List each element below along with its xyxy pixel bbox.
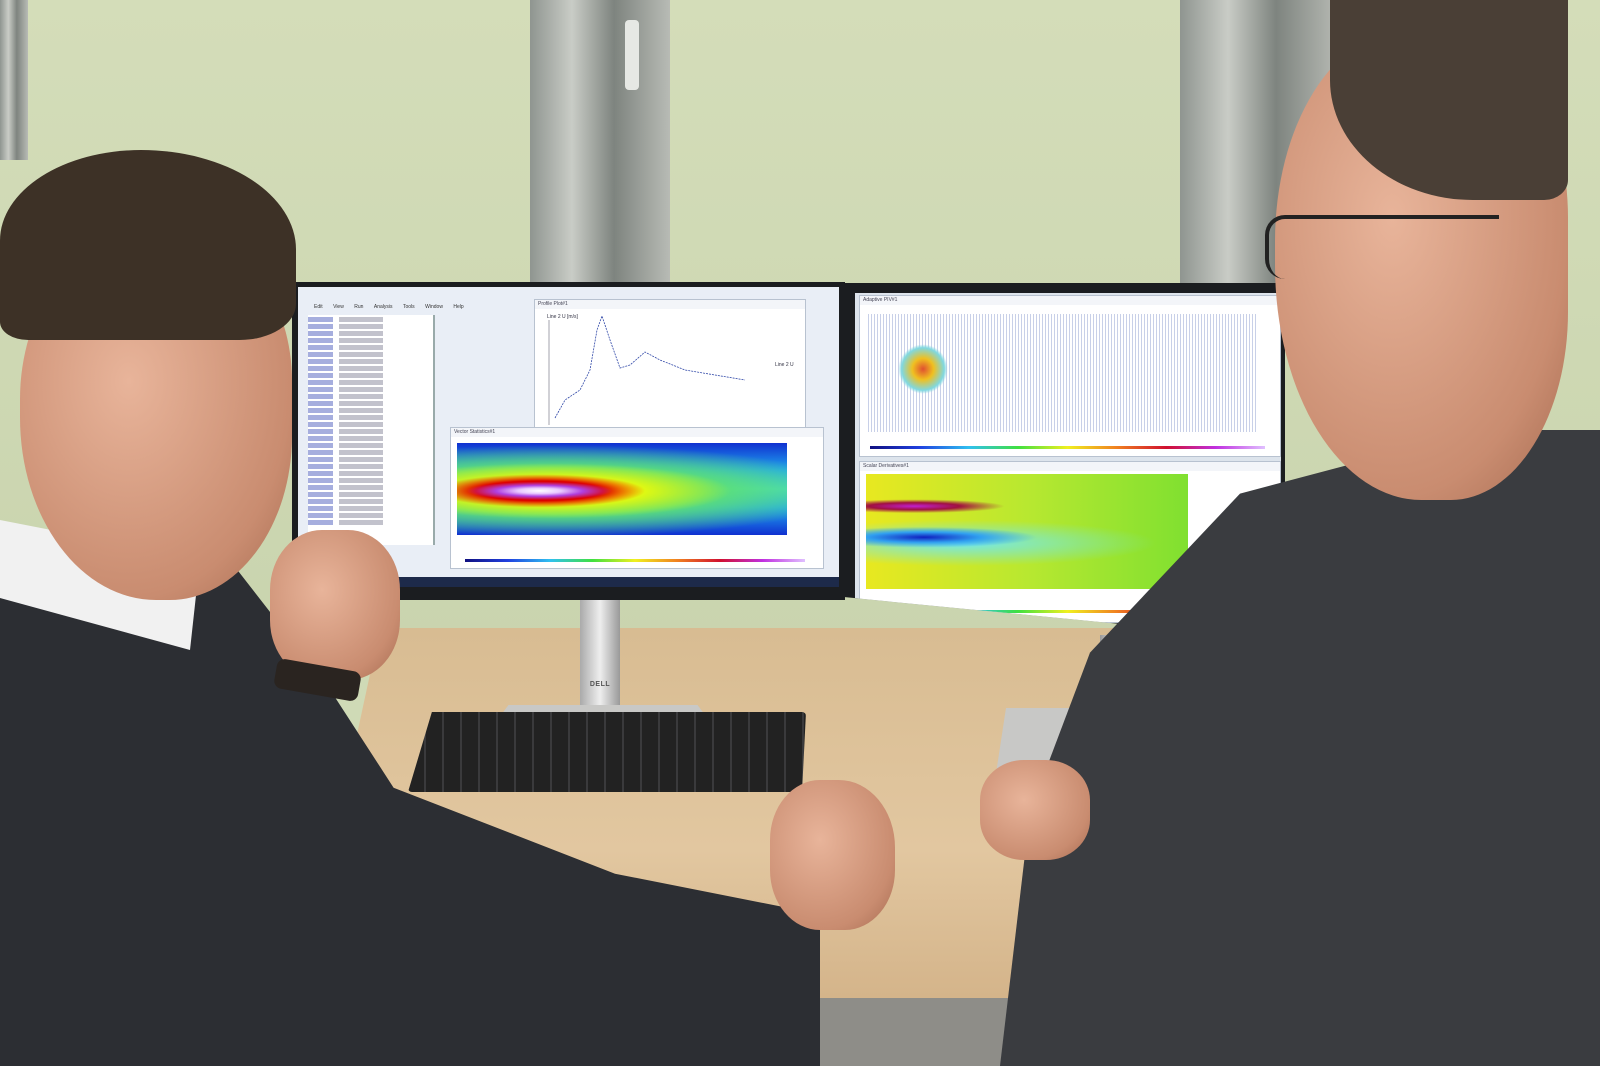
heatmap	[457, 443, 787, 535]
left-monitor: Edit View Run Analysis Tools Window Help…	[292, 282, 845, 600]
taskbar	[298, 577, 839, 587]
profile-plot-window[interactable]: Profile Plot#1 Line 2 U [m/s] Line 2 U	[534, 299, 806, 431]
menu-help[interactable]: Help	[453, 304, 464, 310]
monitor-brand-logo: DELL	[589, 681, 611, 688]
project-tree[interactable]	[308, 315, 435, 545]
person-left-hand	[270, 530, 400, 680]
window-frame	[0, 0, 28, 160]
window-title: Scalar Derivatives#1	[860, 462, 1280, 471]
heatmap	[866, 474, 1188, 589]
vector-map	[868, 314, 1258, 432]
color-bar	[870, 446, 1265, 449]
menu-analysis[interactable]: Analysis	[373, 304, 393, 310]
menu-run[interactable]: Run	[354, 304, 364, 310]
person-right-hand	[980, 760, 1090, 860]
monitor-stand: DELL	[580, 595, 620, 705]
color-bar	[870, 610, 1265, 613]
color-bar	[465, 559, 805, 562]
window-frame	[530, 0, 670, 290]
right-screen: Adaptive PIV#1 Scalar Derivatives#1	[855, 293, 1281, 623]
menu-bar: Edit View Run Analysis Tools Window Help	[314, 295, 470, 313]
adaptive-piv-window[interactable]: Adaptive PIV#1	[859, 295, 1281, 457]
profile-curve	[548, 314, 746, 425]
menu-view[interactable]: View	[333, 304, 344, 310]
person-left-hair	[0, 150, 296, 340]
axis-label: Line 2 U [m/s]	[547, 314, 578, 320]
menu-edit[interactable]: Edit	[314, 304, 323, 310]
menu-window[interactable]: Window	[425, 304, 443, 310]
eyeglasses	[1265, 215, 1499, 279]
window-title: Vector Statistics#1	[451, 428, 823, 437]
vector-statistics-window[interactable]: Vector Statistics#1	[450, 427, 824, 569]
vector-hotspot	[898, 344, 948, 394]
legend: Line 2 U	[775, 362, 794, 368]
window-title: Adaptive PIV#1	[860, 296, 1280, 305]
left-screen: Edit View Run Analysis Tools Window Help…	[298, 287, 839, 587]
person-left-hand-on-mouse	[770, 780, 895, 930]
menu-tools[interactable]: Tools	[403, 304, 415, 310]
window-handle	[625, 20, 639, 90]
window-title: Profile Plot#1	[535, 300, 805, 309]
keyboard[interactable]	[408, 712, 806, 792]
